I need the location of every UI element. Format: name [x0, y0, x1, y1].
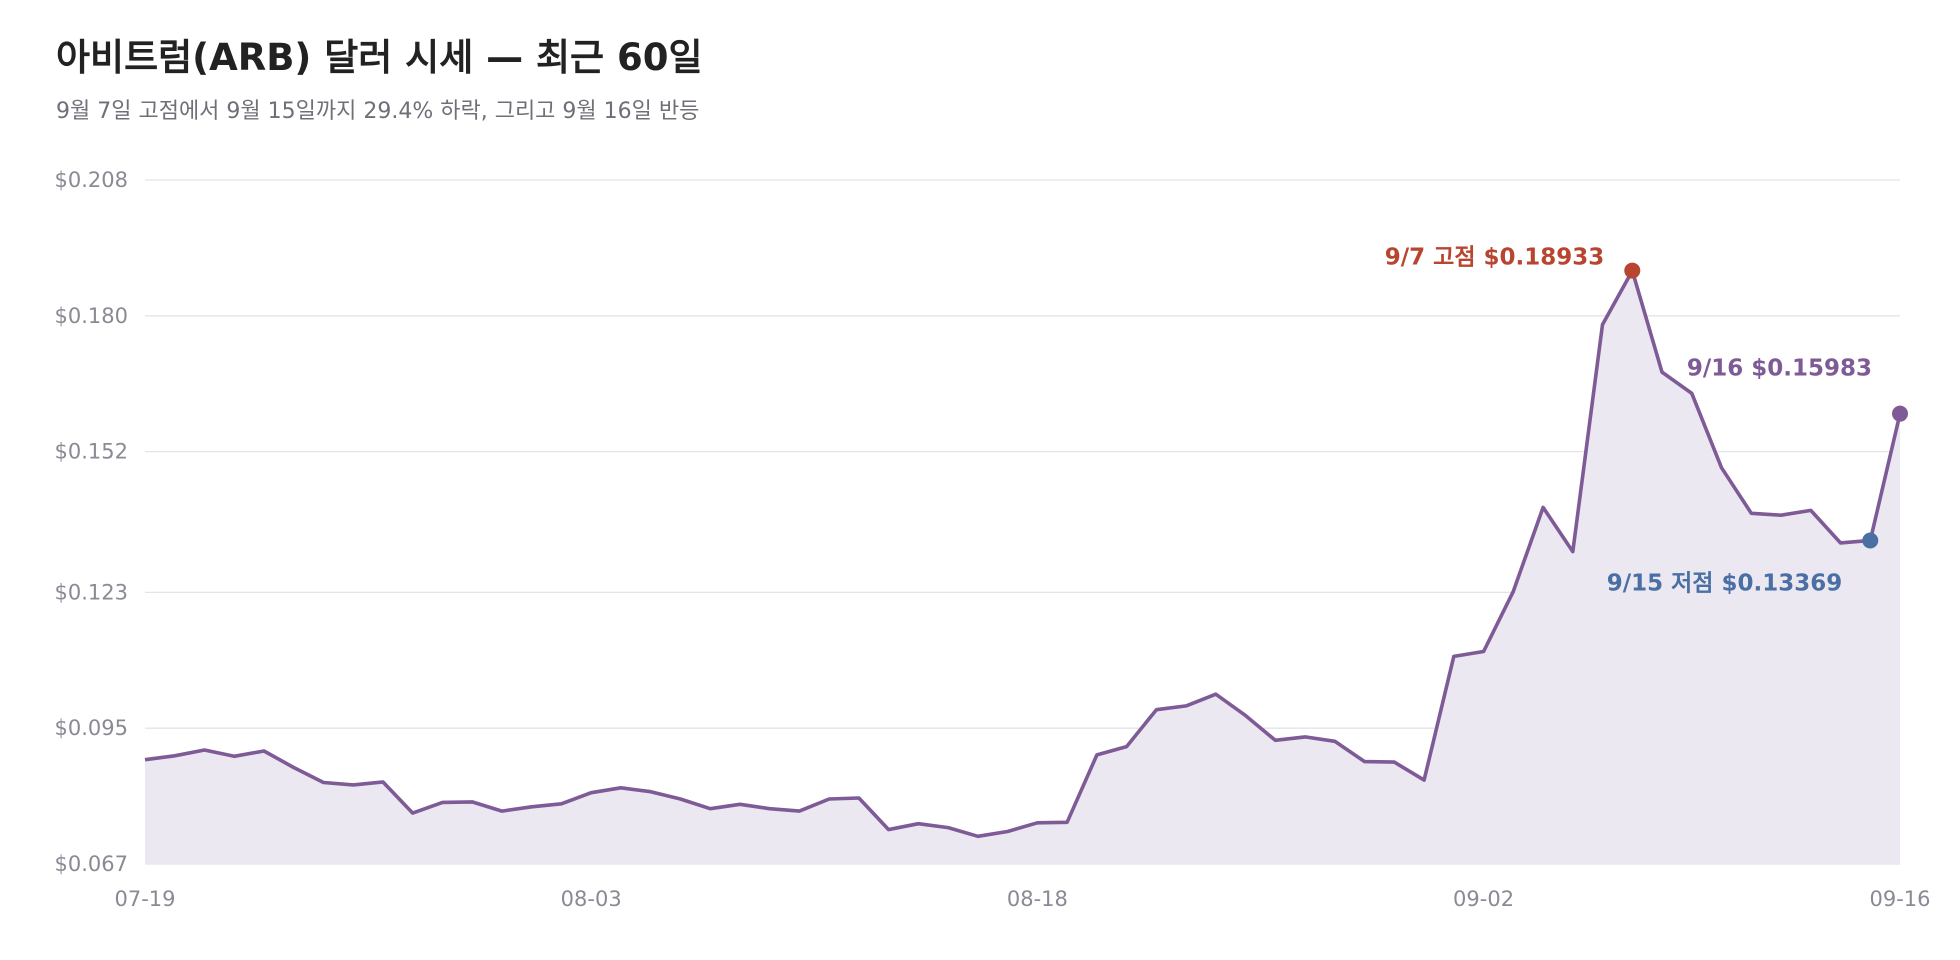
price-area-fill [145, 270, 1900, 864]
latest-annotation-label: 9/16 $0.15983 [1687, 356, 1872, 382]
y-tick-label: $0.152 [55, 440, 128, 464]
y-tick-label: $0.208 [55, 168, 128, 192]
annotations: 9/7 고점 $0.18933 9/15 저점 $0.13369 9/16 $0.1… [1385, 245, 1908, 596]
chart-subtitle: 9월 7일 고점에서 9월 15일까지 29.4% 하락, 그리고 9월 16일… [56, 99, 699, 124]
x-axis-ticks: 07-19 08-03 08-18 09-02 09-16 [114, 887, 1930, 911]
x-tick-label: 09-16 [1869, 887, 1930, 911]
x-tick-label: 07-19 [114, 887, 175, 911]
y-tick-label: $0.123 [55, 580, 128, 604]
y-tick-label: $0.095 [55, 716, 128, 740]
latest-point-marker [1892, 405, 1908, 422]
y-axis-ticks: $0.067 $0.095 $0.123 $0.152 $0.180 $0.208 [55, 168, 128, 876]
x-tick-label: 08-03 [561, 887, 622, 911]
y-tick-label: $0.180 [55, 304, 128, 328]
trough-annotation-label: 9/15 저점 $0.13369 [1607, 570, 1843, 596]
x-tick-label: 09-02 [1453, 887, 1514, 911]
chart-title: 아비트럼(ARB) 달러 시세 — 최근 60일 [56, 36, 702, 79]
price-series-line [144, 268, 1902, 839]
peak-point-marker [1624, 262, 1641, 279]
y-tick-label: $0.067 [55, 852, 128, 876]
trough-point-marker [1862, 532, 1879, 549]
peak-annotation-label: 9/7 고점 $0.18933 [1385, 245, 1605, 271]
x-tick-label: 08-18 [1007, 887, 1068, 911]
